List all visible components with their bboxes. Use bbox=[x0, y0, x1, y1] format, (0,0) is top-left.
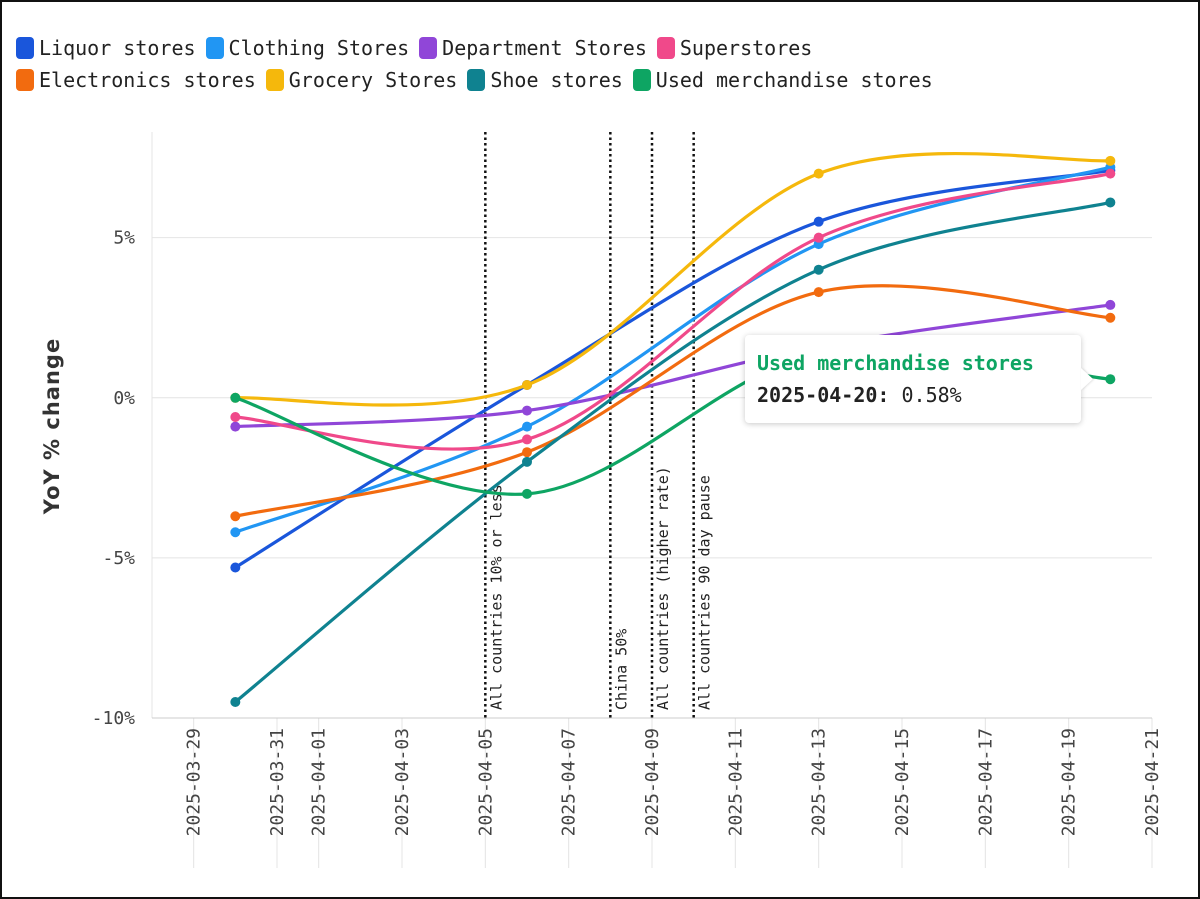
data-point[interactable] bbox=[813, 232, 824, 243]
legend-swatch bbox=[467, 69, 486, 91]
legend-item-shoe-stores[interactable]: Shoe stores bbox=[467, 68, 623, 92]
annotation-label-1: China 50% bbox=[612, 629, 630, 710]
legend-swatch bbox=[16, 37, 34, 59]
tooltip: Used merchandise stores 2025-04-20: 0.58… bbox=[745, 335, 1081, 423]
legend-label: Used merchandise stores bbox=[655, 68, 933, 92]
legend-label: Clothing Stores bbox=[228, 36, 410, 60]
data-point[interactable] bbox=[230, 696, 241, 707]
x-tick-label: 2025-04-13 bbox=[809, 728, 830, 836]
series-line-liquor-stores[interactable] bbox=[233, 168, 1112, 570]
y-axis: 5% 0% -5% -10% bbox=[92, 228, 136, 729]
data-point[interactable] bbox=[813, 216, 824, 227]
legend-item-used-merchandise-stores[interactable]: Used merchandise stores bbox=[632, 68, 933, 92]
legend-item-electronics-stores[interactable]: Electronics stores bbox=[16, 68, 256, 92]
data-point[interactable] bbox=[522, 447, 532, 458]
x-tick-label: 2025-04-17 bbox=[975, 728, 996, 836]
tooltip-value: 0.58% bbox=[901, 383, 962, 407]
data-point[interactable] bbox=[230, 527, 241, 538]
data-point[interactable] bbox=[813, 264, 824, 275]
data-point[interactable] bbox=[230, 411, 241, 422]
series-line-shoe-stores[interactable] bbox=[233, 200, 1112, 704]
data-point[interactable] bbox=[522, 434, 532, 445]
legend-swatch bbox=[419, 37, 438, 59]
series-line-electronics-stores[interactable] bbox=[233, 284, 1112, 518]
series-electronics-stores[interactable] bbox=[230, 284, 1116, 522]
series-lines bbox=[230, 152, 1116, 707]
y-axis-title: YoY % change bbox=[40, 338, 64, 515]
series-superstores[interactable] bbox=[230, 168, 1116, 451]
data-point[interactable] bbox=[230, 392, 241, 403]
gridlines bbox=[151, 132, 1153, 868]
annotation-label-2: All countries (higher rate) bbox=[654, 466, 672, 710]
legend-swatch bbox=[205, 37, 224, 59]
x-tick-label: 2025-03-29 bbox=[184, 728, 205, 836]
legend-item-liquor-stores[interactable]: Liquor stores bbox=[16, 36, 196, 60]
x-tick-label: 2025-04-09 bbox=[642, 728, 663, 836]
legend-label: Liquor stores bbox=[39, 36, 196, 60]
x-tick-label: 2025-04-19 bbox=[1059, 728, 1080, 836]
legend-swatch bbox=[16, 69, 34, 91]
x-axis: 2025-03-29 2025-03-31 2025-04-01 2025-04-03… bbox=[184, 728, 1163, 836]
tooltip-title: Used merchandise stores bbox=[757, 351, 1034, 375]
data-point[interactable] bbox=[1105, 197, 1116, 208]
data-point[interactable] bbox=[813, 287, 824, 298]
legend-label: Grocery Stores bbox=[288, 68, 458, 92]
legend-item-superstores[interactable]: Superstores bbox=[656, 36, 813, 60]
legend-swatch bbox=[265, 69, 284, 91]
annotation-lines: All countries 10% or less China 50% All co… bbox=[484, 132, 714, 718]
x-tick-label: 2025-04-15 bbox=[892, 728, 913, 836]
tooltip-arrow bbox=[1081, 368, 1093, 390]
legend-label: Superstores bbox=[679, 36, 813, 60]
y-tick-label: 0% bbox=[113, 388, 135, 409]
series-shoe-stores[interactable] bbox=[230, 197, 1116, 707]
legend-swatch bbox=[656, 37, 675, 59]
x-tick-label: 2025-04-21 bbox=[1142, 728, 1163, 836]
y-tick-label: 5% bbox=[113, 228, 135, 249]
legend-label: Department Stores bbox=[442, 36, 647, 60]
x-tick-label: 2025-04-01 bbox=[309, 728, 330, 836]
x-tick-label: 2025-04-11 bbox=[725, 728, 746, 836]
legend-label: Shoe stores bbox=[490, 68, 623, 92]
series-line-department-stores[interactable] bbox=[233, 303, 1112, 429]
tooltip-separator: : bbox=[877, 383, 890, 407]
y-tick-label: -5% bbox=[102, 548, 135, 569]
data-point[interactable] bbox=[522, 421, 532, 432]
x-tick-label: 2025-04-05 bbox=[475, 728, 496, 836]
x-tick-label: 2025-03-31 bbox=[267, 728, 288, 836]
legend-item-department-stores[interactable]: Department Stores bbox=[419, 36, 647, 60]
series-grocery-stores[interactable] bbox=[230, 152, 1116, 407]
legend-swatch bbox=[632, 69, 651, 91]
annotation-label-3: All countries 90 day pause bbox=[696, 475, 714, 710]
data-point[interactable] bbox=[230, 421, 241, 432]
legend-label: Electronics stores bbox=[39, 68, 256, 92]
data-point[interactable] bbox=[522, 379, 532, 390]
legend: Liquor stores Clothing Stores Department S… bbox=[16, 32, 1166, 96]
data-point[interactable] bbox=[1105, 299, 1116, 310]
x-tick-label: 2025-04-07 bbox=[559, 728, 580, 836]
legend-item-grocery-stores[interactable]: Grocery Stores bbox=[265, 68, 458, 92]
y-tick-label: -10% bbox=[92, 708, 136, 729]
data-point[interactable] bbox=[813, 168, 824, 179]
tooltip-date: 2025-04-20 bbox=[757, 383, 878, 407]
data-point[interactable] bbox=[522, 488, 532, 499]
data-point[interactable] bbox=[1105, 312, 1116, 323]
series-line-grocery-stores[interactable] bbox=[233, 152, 1112, 407]
x-tick-label: 2025-04-03 bbox=[392, 728, 413, 836]
data-point[interactable] bbox=[1105, 374, 1116, 385]
annotation-label-0: All countries 10% or less bbox=[487, 484, 505, 710]
data-point[interactable] bbox=[1105, 168, 1116, 179]
series-line-superstores[interactable] bbox=[233, 172, 1112, 451]
data-point[interactable] bbox=[1105, 155, 1116, 166]
data-point[interactable] bbox=[522, 456, 532, 467]
tooltip-body: 2025-04-20: 0.58% bbox=[757, 383, 962, 407]
data-point[interactable] bbox=[522, 405, 532, 416]
data-point[interactable] bbox=[230, 511, 241, 522]
legend-item-clothing-stores[interactable]: Clothing Stores bbox=[205, 36, 410, 60]
data-point[interactable] bbox=[230, 562, 241, 573]
